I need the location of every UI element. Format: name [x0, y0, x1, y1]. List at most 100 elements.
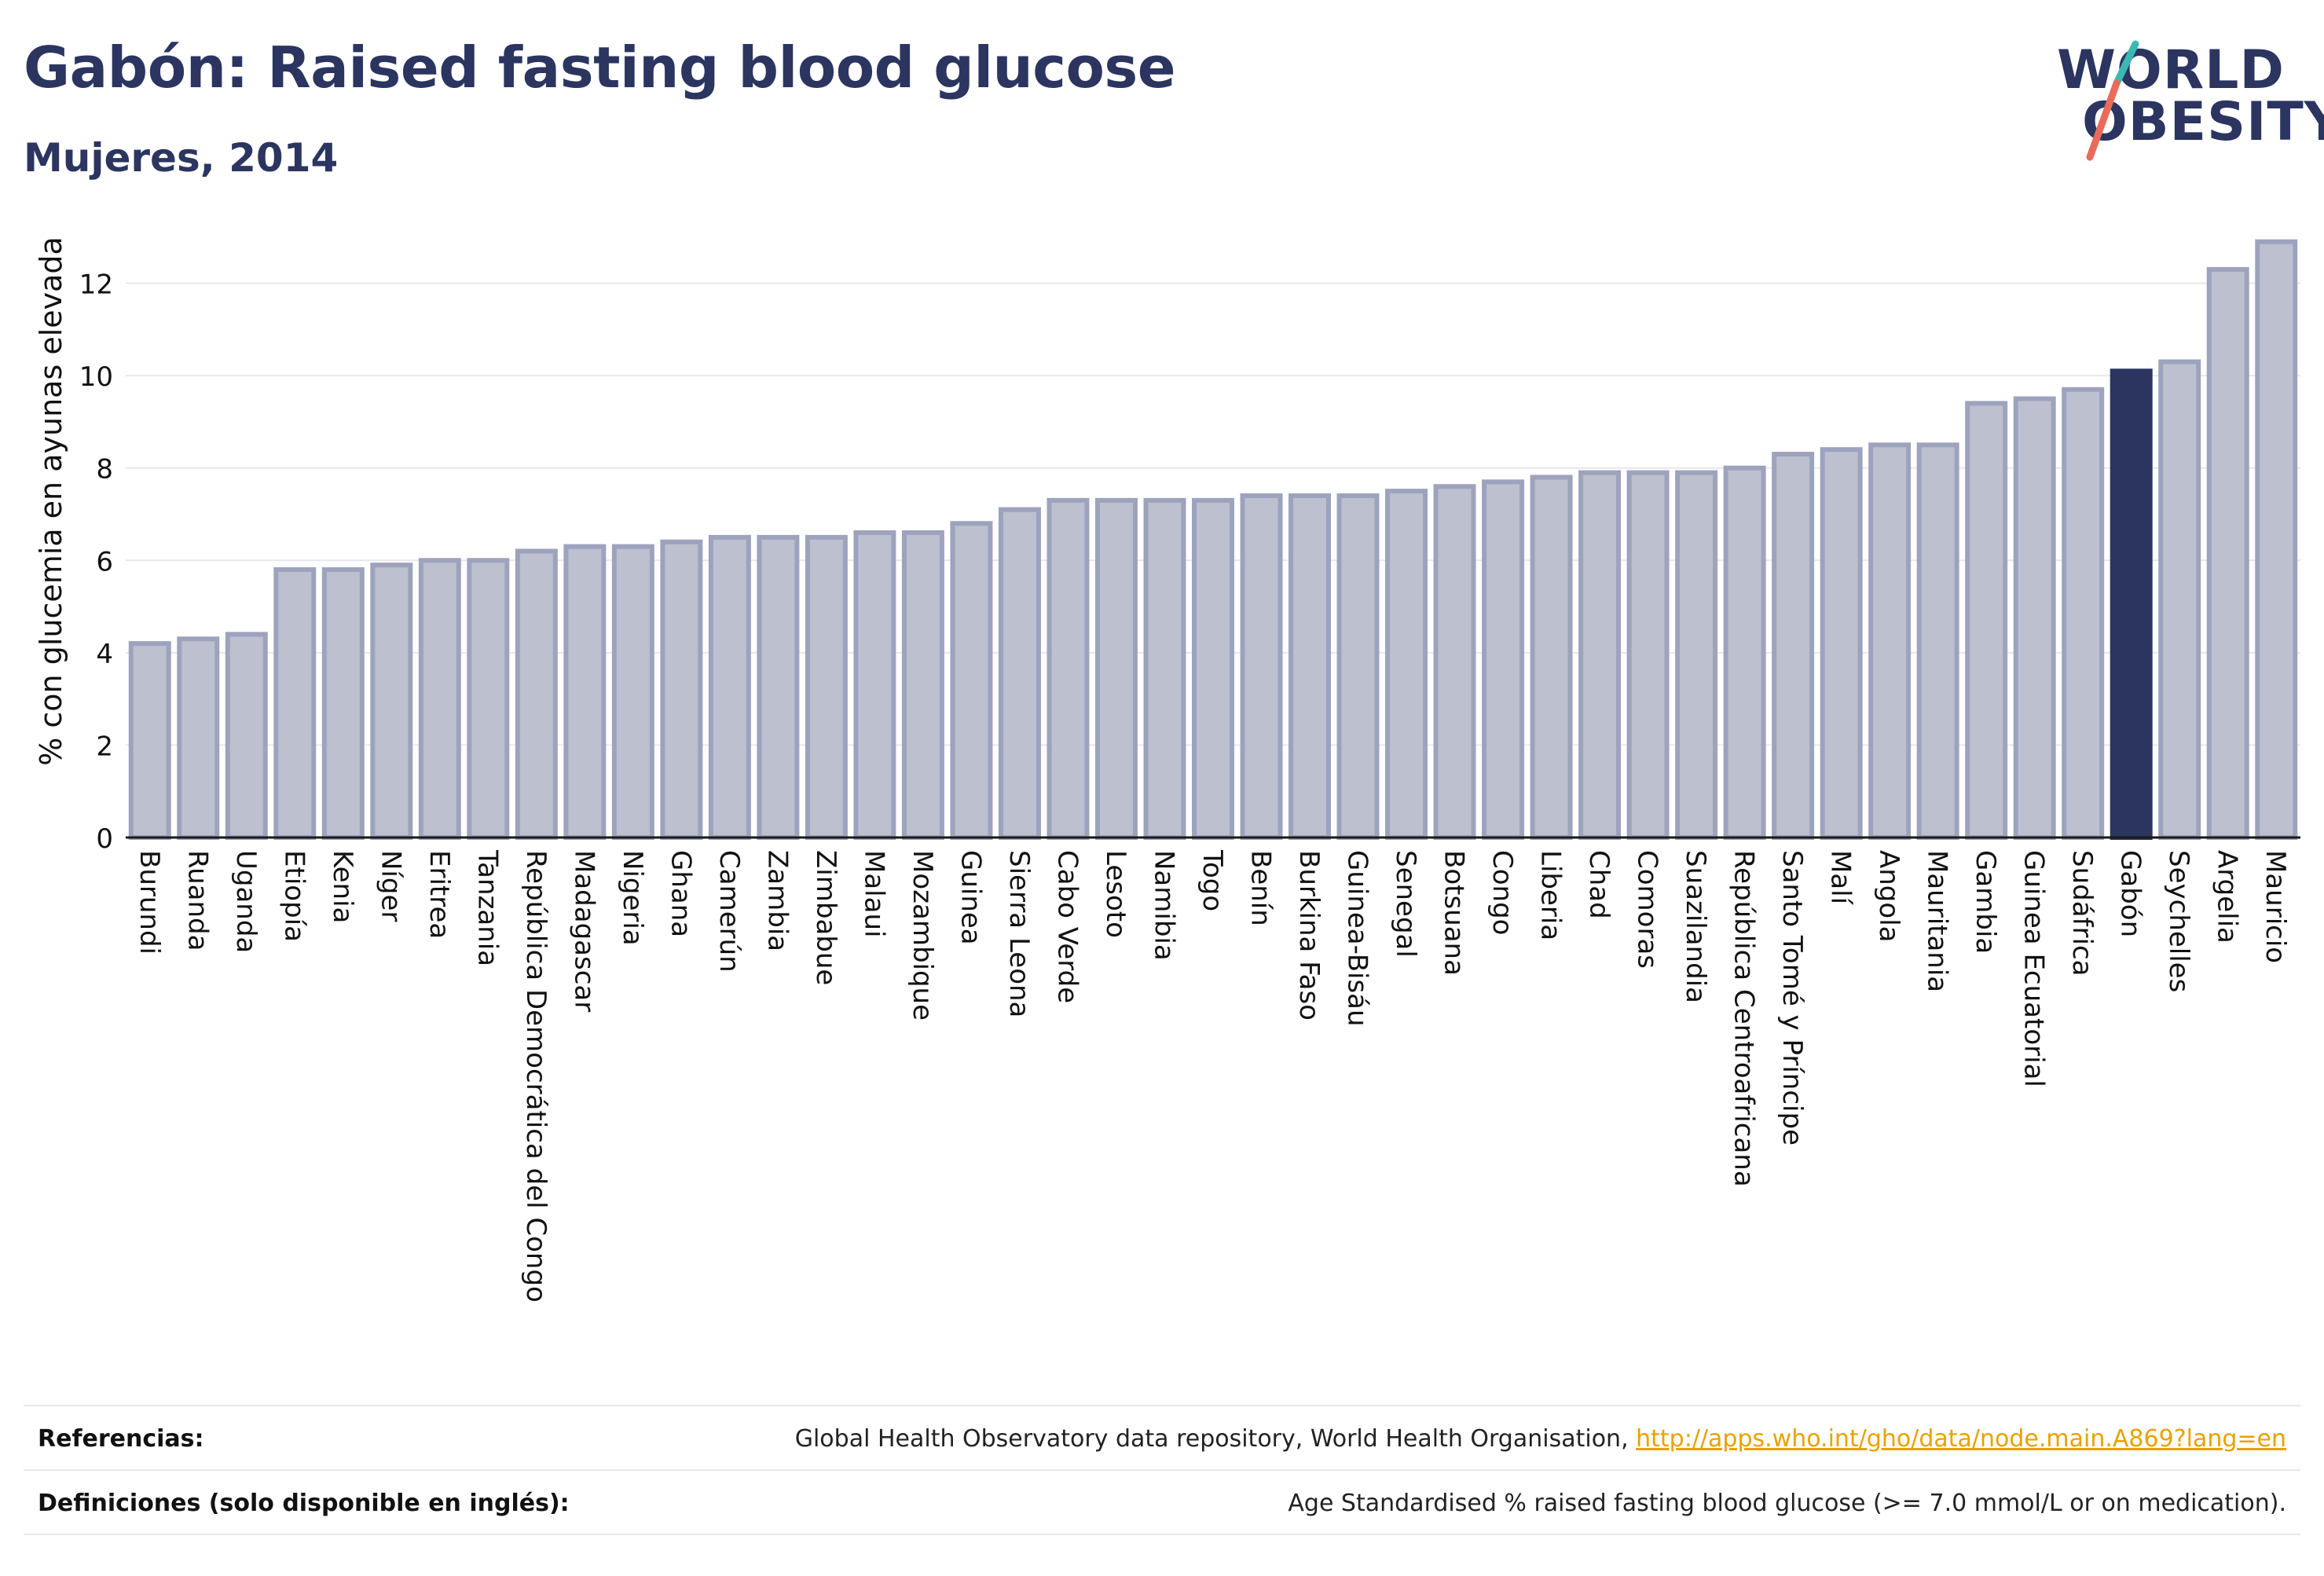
bar — [418, 558, 461, 840]
bar — [2255, 239, 2298, 840]
x-tick-label: Etiopía — [278, 850, 310, 942]
x-tick-label: Chad — [1583, 850, 1615, 919]
x-tick-label: Zambia — [761, 850, 793, 951]
x-tick-label: Guinea Ecuatorial — [2018, 850, 2050, 1087]
bar-chart: 0 2 4 6 8 10 12 Burundi Ruanda Uganda Etiopía Kenia… — [34, 236, 2300, 1303]
x-tick-label: Malaui — [858, 850, 889, 937]
bar — [1675, 470, 1718, 840]
x-tick-label: Benín — [1245, 850, 1277, 926]
definitions-row: Definiciones (solo disponible en inglés)… — [24, 1472, 2300, 1535]
x-tick-label: Botsuana — [1439, 850, 1470, 976]
x-tick-label: Santo Tomé y Príncipe — [1776, 850, 1808, 1145]
x-tick-label: República Democrática del Congo — [520, 850, 552, 1303]
bar — [1723, 465, 1766, 840]
bar — [273, 567, 317, 840]
x-tick-label: Burundi — [134, 850, 165, 955]
bar — [515, 548, 558, 840]
x-tick-label: Liberia — [1535, 850, 1567, 940]
references-text: Global Health Observatory data repositor… — [794, 1425, 1637, 1453]
references-row: Referencias: Global Health Observatory d… — [24, 1408, 2300, 1471]
logo-line-1: WORLD — [2057, 39, 2285, 101]
x-tick-label: Burkina Faso — [1293, 850, 1325, 1021]
footer-divider-top — [24, 1405, 2300, 1406]
bar — [950, 521, 993, 840]
x-tick-label: Gabón — [2115, 850, 2146, 937]
bar — [1385, 489, 1428, 840]
bar-highlighted — [2110, 368, 2153, 840]
x-tick-label: Gambia — [1970, 850, 2001, 954]
x-tick-label: Madagascar — [568, 850, 599, 1012]
y-tick-label: 12 — [79, 269, 113, 301]
x-tick-label: Kenia — [327, 850, 358, 923]
bar — [1530, 475, 1573, 840]
x-tick-label: Zimbabue — [810, 850, 841, 985]
x-tick-label: Argelia — [2212, 850, 2243, 944]
references-link[interactable]: http://apps.who.int/gho/data/node.main.A… — [1636, 1425, 2286, 1453]
bar — [370, 563, 413, 840]
world-obesity-logo: WORLD OBESITY — [2051, 39, 2324, 165]
x-tick-label: Eritrea — [423, 850, 455, 939]
x-tick-label: Guinea — [955, 850, 986, 945]
chart-title: Gabón: Raised fasting blood glucose — [24, 35, 1176, 101]
bar — [1143, 497, 1186, 841]
bar — [321, 567, 365, 840]
bar — [853, 530, 896, 840]
bar — [757, 534, 800, 840]
bar — [1336, 493, 1380, 841]
bar — [901, 530, 944, 840]
bar — [660, 539, 703, 840]
x-tick-label: Ghana — [665, 850, 696, 937]
x-tick-label: Suazilandia — [1680, 850, 1711, 1003]
y-axis-label: % con glucemia en ayunas elevada — [34, 236, 68, 766]
y-tick-label: 4 — [96, 639, 113, 670]
bar — [1578, 470, 1622, 840]
references-value: Global Health Observatory data repositor… — [795, 1425, 2286, 1453]
bar — [2206, 266, 2249, 840]
x-tick-label: Uganda — [230, 850, 262, 953]
bar — [998, 507, 1041, 841]
bar — [2158, 359, 2201, 840]
x-tick-label: Camerún — [713, 850, 745, 973]
x-tick-label: Sierra Leona — [1003, 850, 1035, 1017]
bar — [1868, 442, 1912, 840]
bar — [1820, 447, 1863, 840]
y-tick-label: 10 — [79, 361, 113, 393]
x-tick-label: Sudáfrica — [2066, 850, 2098, 976]
logo-line-2: OBESITY — [2082, 91, 2324, 153]
bar — [2062, 387, 2105, 840]
x-tick-label: Senegal — [1390, 850, 1421, 958]
bar — [1240, 493, 1283, 841]
chart-subtitle: Mujeres, 2014 — [24, 135, 339, 181]
x-tick-label: Lesoto — [1100, 850, 1131, 938]
footer-divider-bottom — [24, 1534, 2300, 1535]
x-tick-label: República Centroafricana — [1728, 850, 1760, 1187]
definitions-label: Definiciones (solo disponible en inglés)… — [38, 1490, 570, 1517]
bar — [563, 544, 607, 840]
bar — [1094, 497, 1138, 841]
bar — [1772, 452, 1815, 840]
x-tick-label: Ruanda — [181, 850, 213, 951]
y-tick-label: 0 — [96, 823, 113, 855]
y-tick-label: 2 — [96, 731, 113, 762]
bar — [177, 636, 220, 840]
bar — [1192, 497, 1234, 841]
x-tick-label: Mauricio — [2260, 850, 2291, 963]
y-tick-label: 8 — [96, 454, 113, 486]
x-tick-label: Malí — [1825, 850, 1857, 906]
x-tick-label: Namibia — [1148, 850, 1179, 961]
bar — [805, 534, 848, 840]
bar — [1047, 497, 1090, 841]
footer-divider-middle — [24, 1469, 2300, 1471]
bar — [2013, 396, 2056, 840]
x-tick-label: Togo — [1197, 849, 1228, 911]
bar — [225, 632, 268, 840]
definitions-value: Age Standardised % raised fasting blood … — [1288, 1490, 2286, 1517]
x-tick-label: Comoras — [1632, 850, 1663, 969]
logo-slash-icon — [2086, 40, 2139, 161]
x-tick-label: Mauritania — [1922, 850, 1953, 992]
bar — [708, 534, 751, 840]
bar — [1288, 493, 1332, 841]
x-tick-label: Nigeria — [617, 850, 648, 946]
x-tick-label: Níger — [375, 850, 406, 922]
x-tick-label: Mozambique — [907, 850, 938, 1021]
